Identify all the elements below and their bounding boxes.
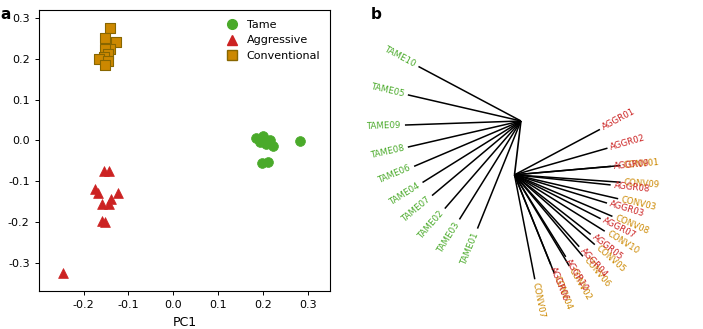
Text: TAME04: TAME04 <box>388 180 423 206</box>
Text: CONV08: CONV08 <box>614 214 650 236</box>
Point <box>96 201 107 206</box>
Point <box>98 168 110 173</box>
Point <box>251 136 262 141</box>
Text: CONV01: CONV01 <box>624 158 660 170</box>
Point <box>58 270 69 275</box>
Point <box>263 159 274 164</box>
Point <box>92 190 103 195</box>
Point <box>257 134 269 139</box>
Text: AGGR03: AGGR03 <box>609 200 646 219</box>
Text: CONV10: CONV10 <box>605 229 640 256</box>
Text: TAME10: TAME10 <box>383 45 418 69</box>
Text: CONV05: CONV05 <box>594 243 628 274</box>
Point <box>98 54 110 59</box>
Point <box>105 196 117 201</box>
Text: CONV03: CONV03 <box>620 195 657 212</box>
Point <box>96 218 107 224</box>
Text: a: a <box>1 7 11 22</box>
Point <box>110 40 122 45</box>
Text: TAME03: TAME03 <box>436 220 462 254</box>
Text: TAME09: TAME09 <box>367 121 402 131</box>
Text: CONV09: CONV09 <box>624 178 660 190</box>
Point <box>264 137 276 142</box>
Text: TAME05: TAME05 <box>370 82 406 98</box>
Legend: Tame, Aggressive, Conventional: Tame, Aggressive, Conventional <box>217 15 325 65</box>
Point <box>295 139 306 144</box>
Text: AGGR08: AGGR08 <box>614 181 650 193</box>
Text: AGGR06: AGGR06 <box>548 266 569 303</box>
Text: AGGR09: AGGR09 <box>614 159 650 171</box>
Point <box>103 51 114 57</box>
Point <box>103 168 115 173</box>
Point <box>103 201 115 206</box>
Text: AGGR07: AGGR07 <box>602 216 638 240</box>
Text: TAME02: TAME02 <box>417 208 446 240</box>
Text: AGGR01: AGGR01 <box>600 107 637 132</box>
Point <box>103 58 114 63</box>
Point <box>99 219 110 224</box>
Text: TAME01: TAME01 <box>459 230 480 265</box>
Text: AGGR02: AGGR02 <box>610 133 647 152</box>
Point <box>99 62 110 67</box>
X-axis label: PC1: PC1 <box>172 316 197 329</box>
Text: TAME08: TAME08 <box>370 143 406 160</box>
Point <box>89 187 101 192</box>
Text: CONV04: CONV04 <box>551 275 573 312</box>
Point <box>93 56 105 62</box>
Text: CONV07: CONV07 <box>531 282 547 319</box>
Point <box>256 160 267 165</box>
Point <box>267 143 278 148</box>
Point <box>112 191 124 196</box>
Text: TAME07: TAME07 <box>400 194 432 223</box>
Text: b: b <box>371 7 382 21</box>
Point <box>254 140 266 145</box>
Text: AGGR10: AGGR10 <box>564 257 591 293</box>
Point <box>99 46 110 51</box>
Text: AGGR05: AGGR05 <box>591 233 624 262</box>
Point <box>104 46 115 51</box>
Text: CONV02: CONV02 <box>567 266 593 302</box>
Point <box>105 26 116 31</box>
Point <box>99 36 110 41</box>
Y-axis label: PC2: PC2 <box>0 139 2 163</box>
Text: CONV06: CONV06 <box>581 256 612 290</box>
Text: TAME06: TAME06 <box>378 164 413 185</box>
Text: AGGR04: AGGR04 <box>578 246 609 279</box>
Point <box>261 141 272 146</box>
